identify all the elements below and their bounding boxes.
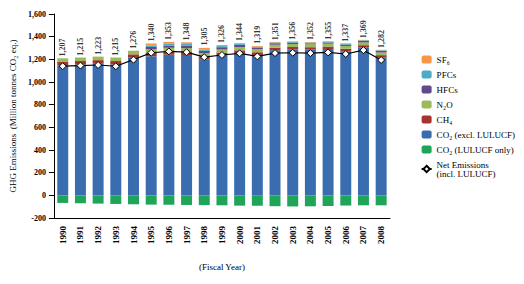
svg-text:-200: -200 xyxy=(31,214,46,223)
svg-text:200: 200 xyxy=(34,168,46,177)
svg-text:CH₄: CH₄ xyxy=(437,115,453,125)
svg-text:CO₂ (excl. LULUCF): CO₂ (excl. LULUCF) xyxy=(437,130,515,140)
svg-text:2002: 2002 xyxy=(270,226,280,245)
svg-text:Net Emissions: Net Emissions xyxy=(436,159,489,170)
svg-text:1,215: 1,215 xyxy=(76,38,85,56)
svg-text:(incl. LULUCF): (incl. LULUCF) xyxy=(437,169,496,179)
svg-text:1,355: 1,355 xyxy=(324,22,333,40)
svg-text:1,276: 1,276 xyxy=(129,31,138,49)
svg-text:HFCs: HFCs xyxy=(437,85,459,95)
svg-text:1995: 1995 xyxy=(146,226,156,245)
svg-text:1,337: 1,337 xyxy=(341,24,350,42)
svg-text:1990: 1990 xyxy=(58,226,68,245)
svg-text:1991: 1991 xyxy=(75,226,85,245)
svg-text:1,600: 1,600 xyxy=(28,10,46,19)
svg-text:2001: 2001 xyxy=(252,226,262,245)
svg-text:1,348: 1,348 xyxy=(182,23,191,41)
svg-text:2003: 2003 xyxy=(288,226,298,245)
svg-text:1,369: 1,369 xyxy=(359,20,368,38)
svg-text:1997: 1997 xyxy=(182,226,192,245)
svg-text:0: 0 xyxy=(42,191,46,200)
svg-text:1,340: 1,340 xyxy=(147,23,156,41)
svg-text:1996: 1996 xyxy=(164,226,174,245)
svg-text:1,400: 1,400 xyxy=(28,32,46,41)
svg-text:2000: 2000 xyxy=(235,226,245,245)
svg-text:(Fiscal Year): (Fiscal Year) xyxy=(199,262,245,272)
svg-text:SF₆: SF₆ xyxy=(437,55,450,65)
svg-text:1,344: 1,344 xyxy=(235,23,244,41)
svg-text:1,215: 1,215 xyxy=(111,38,120,56)
svg-text:1,356: 1,356 xyxy=(288,22,297,40)
svg-text:CO₂ (LULUCF only): CO₂ (LULUCF only) xyxy=(437,145,514,155)
svg-text:2004: 2004 xyxy=(305,226,315,245)
svg-text:1,351: 1,351 xyxy=(271,22,280,40)
svg-text:1,000: 1,000 xyxy=(28,78,46,87)
svg-text:1,326: 1,326 xyxy=(217,25,226,43)
svg-text:N₂O: N₂O xyxy=(437,100,454,110)
svg-text:1,223: 1,223 xyxy=(94,37,103,55)
svg-text:1999: 1999 xyxy=(217,226,227,245)
svg-text:1,352: 1,352 xyxy=(306,22,315,40)
svg-text:2005: 2005 xyxy=(323,226,333,245)
svg-text:2007: 2007 xyxy=(358,226,368,245)
svg-text:1,353: 1,353 xyxy=(164,22,173,40)
svg-text:1993: 1993 xyxy=(111,226,121,245)
svg-text:1992: 1992 xyxy=(93,226,103,245)
svg-text:1998: 1998 xyxy=(199,226,209,245)
svg-text:1,200: 1,200 xyxy=(28,55,46,64)
svg-text:600: 600 xyxy=(34,123,46,132)
svg-text:1,282: 1,282 xyxy=(377,30,386,48)
svg-text:1,207: 1,207 xyxy=(58,39,67,57)
svg-text:400: 400 xyxy=(34,146,46,155)
svg-text:GHG Emissions (Million tonnes: GHG Emissions (Million tonnes CO₂ eq.) xyxy=(8,40,18,193)
svg-text:1994: 1994 xyxy=(129,226,139,245)
svg-text:1,305: 1,305 xyxy=(200,27,209,45)
svg-text:PFCs: PFCs xyxy=(437,70,457,80)
svg-text:2008: 2008 xyxy=(376,226,386,245)
svg-text:800: 800 xyxy=(34,100,46,109)
svg-text:1,319: 1,319 xyxy=(253,26,262,44)
svg-text:2006: 2006 xyxy=(341,226,351,245)
